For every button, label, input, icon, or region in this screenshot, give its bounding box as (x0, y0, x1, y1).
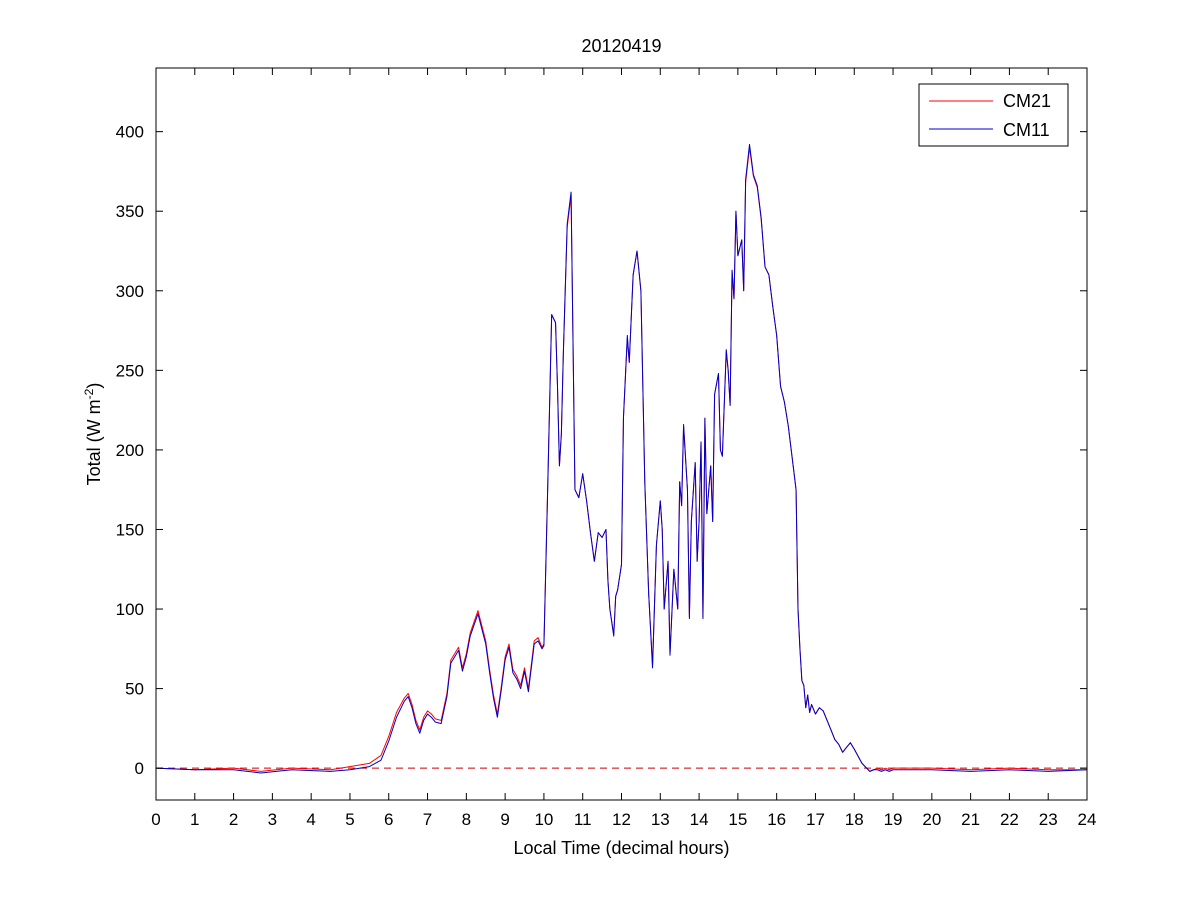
y-tick-label: 350 (116, 202, 144, 221)
x-tick-label: 2 (229, 810, 238, 829)
x-tick-label: 12 (612, 810, 631, 829)
x-tick-label: 13 (651, 810, 670, 829)
y-tick-label: 200 (116, 441, 144, 460)
x-tick-label: 24 (1078, 810, 1097, 829)
x-tick-label: 0 (151, 810, 160, 829)
plot-area (156, 68, 1087, 800)
x-tick-label: 19 (884, 810, 903, 829)
x-tick-label: 11 (574, 810, 592, 829)
legend-label-cm11: CM11 (1003, 120, 1050, 140)
x-tick-label: 21 (961, 810, 980, 829)
axis-ticks: 0 1 2 3 4 5 6 7 8 9 10 11 12 13 14 15 16 17 18 19 20 21 22 23 24… (116, 68, 1097, 829)
series-line-cm11 (155, 143, 1088, 774)
x-tick-label: 4 (306, 810, 315, 829)
x-tick-label: 8 (462, 810, 471, 829)
x-axis-label: Local Time (decimal hours) (513, 838, 729, 858)
x-tick-label: 3 (268, 810, 277, 829)
legend: CM21 CM11 (918, 83, 1069, 147)
chart-title: 20120419 (581, 36, 661, 56)
x-tick-label: 22 (1000, 810, 1019, 829)
x-tick-label: 9 (500, 810, 509, 829)
y-tick-label: 250 (116, 361, 144, 380)
x-tick-label: 7 (423, 810, 432, 829)
x-tick-label: 20 (922, 810, 941, 829)
y-axis-label: Total (W m-2) (82, 383, 104, 486)
x-tick-label: 5 (345, 810, 354, 829)
x-tick-label: 23 (1039, 810, 1058, 829)
x-tick-label: 15 (728, 810, 747, 829)
legend-label-cm21: CM21 (1003, 91, 1051, 111)
x-tick-label: 10 (534, 810, 553, 829)
x-tick-label: 1 (190, 810, 199, 829)
y-tick-label: 50 (125, 680, 144, 699)
y-tick-label: 150 (116, 520, 144, 539)
plot-frame (155, 67, 1088, 801)
y-tick-label: 300 (116, 282, 144, 301)
y-tick-label: 0 (135, 759, 144, 778)
x-tick-label: 14 (690, 810, 709, 829)
x-tick-label: 17 (806, 810, 825, 829)
series-lines (155, 143, 1088, 774)
legend-box (918, 83, 1069, 147)
x-tick-label: 18 (845, 810, 864, 829)
y-tick-label: 400 (116, 123, 144, 142)
x-tick-label: 16 (767, 810, 786, 829)
y-tick-label: 100 (116, 600, 144, 619)
x-tick-label: 6 (384, 810, 393, 829)
